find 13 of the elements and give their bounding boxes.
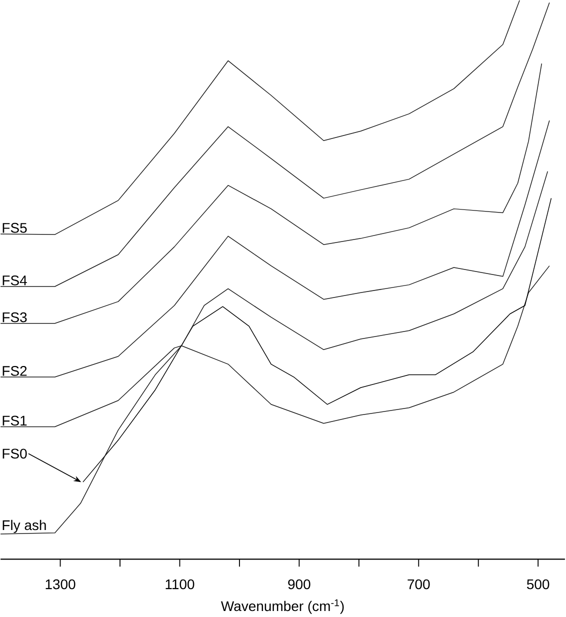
series-label: FS4 — [3, 275, 28, 286]
x-tick-label: 1300 — [46, 579, 76, 590]
series-label: FS3 — [3, 312, 27, 322]
x-tick-label: 1100 — [166, 579, 194, 590]
series-label: FS1 — [3, 416, 27, 426]
text: FS0 — [3, 448, 28, 459]
x-tick-label: 700 — [408, 579, 430, 590]
x-axis-title: Wavenumber (cm$^{-1}$) — [221, 599, 344, 614]
series-label: Fly ash — [3, 520, 46, 533]
x-tick-label: 500 — [527, 579, 550, 590]
series-label: FS5 — [3, 222, 27, 233]
x-tick-label: 900 — [288, 579, 311, 590]
series-label: FS2 — [3, 366, 27, 376]
